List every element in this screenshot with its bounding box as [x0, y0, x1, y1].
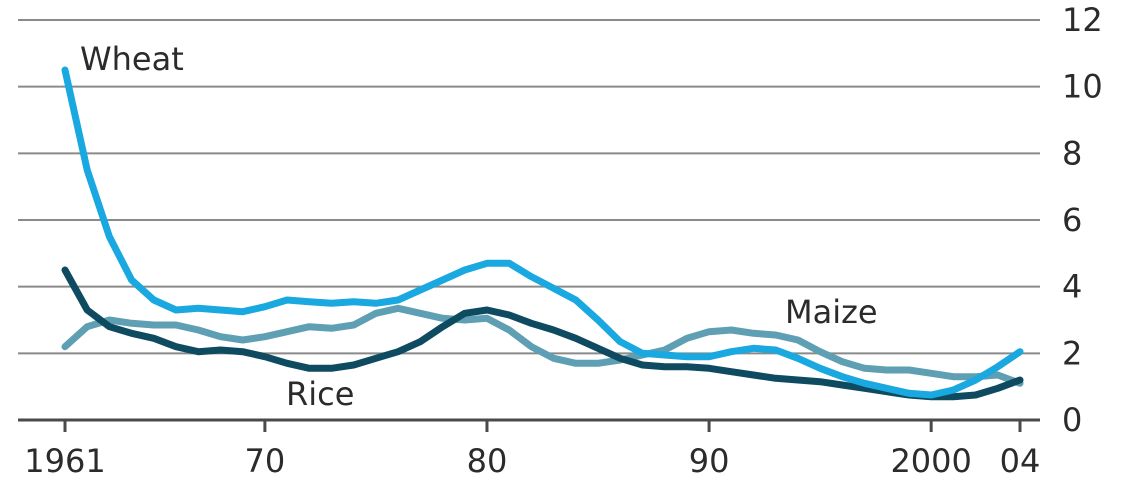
series-lines [61, 66, 1024, 401]
series-label-rice: Rice [286, 375, 354, 413]
x-tick-label-1980: 80 [467, 442, 508, 478]
series-line-rice [61, 266, 1024, 401]
y-tick-label-4: 4 [1062, 268, 1082, 306]
x-tick-label-1970: 70 [245, 442, 286, 478]
y-tick-label-12: 12 [1062, 1, 1103, 39]
series-label-maize: Maize [785, 293, 878, 331]
series-line-wheat [61, 66, 1024, 399]
y-tick-label-6: 6 [1062, 201, 1082, 239]
x-tick-label-2004: 04 [1000, 442, 1041, 478]
x-tick-label-2000: 2000 [890, 442, 971, 478]
x-tick-label-1990: 90 [689, 442, 730, 478]
x-tick-label-1961: 1961 [24, 442, 105, 478]
x-axis-ticks: 1961 70 80 90 2000 04 [24, 420, 1040, 478]
series-label-wheat: Wheat [80, 40, 184, 78]
y-tick-label-0: 0 [1062, 401, 1082, 439]
y-tick-label-8: 8 [1062, 134, 1082, 172]
gridlines [18, 19, 1040, 422]
y-axis-tick-labels: 0 2 4 6 8 10 12 [1062, 1, 1103, 439]
y-tick-label-10: 10 [1062, 68, 1103, 106]
series-line-maize [61, 304, 1024, 387]
y-tick-label-2: 2 [1062, 334, 1082, 372]
